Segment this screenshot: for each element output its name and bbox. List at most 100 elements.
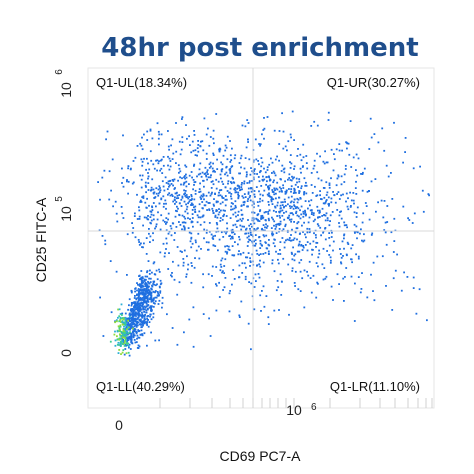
event-dot (134, 319, 136, 322)
event-dot (117, 330, 120, 332)
event-dot (126, 180, 128, 183)
event-dot (279, 216, 281, 219)
event-dot (338, 198, 341, 200)
event-dot (134, 236, 137, 239)
event-dot (148, 298, 151, 300)
event-dot (221, 180, 224, 183)
event-dot (219, 263, 222, 266)
event-dot (223, 230, 226, 233)
event-dot (202, 149, 205, 152)
event-dot (212, 183, 215, 186)
event-dot (361, 189, 364, 192)
event-dot (337, 175, 340, 178)
event-dot (276, 215, 279, 217)
event-dot (187, 268, 189, 271)
event-dot (265, 183, 267, 186)
event-dot (122, 185, 125, 188)
event-dot (154, 302, 156, 305)
event-dot (203, 198, 205, 201)
event-dot (242, 201, 245, 204)
event-dot (215, 187, 218, 190)
event-dot (152, 305, 155, 308)
event-dot (214, 216, 217, 218)
event-dot (245, 228, 247, 231)
event-dot (140, 318, 142, 321)
event-dot (275, 192, 277, 195)
event-dot (212, 152, 215, 155)
event-dot (243, 182, 246, 185)
event-dot (128, 335, 131, 338)
event-dot (296, 197, 299, 200)
event-dot (130, 313, 133, 316)
event-dot (125, 334, 128, 337)
event-dot (134, 308, 137, 311)
event-dot (138, 293, 141, 295)
event-dot (203, 173, 206, 175)
event-dot (191, 198, 193, 200)
event-dot (391, 309, 394, 311)
event-dot (361, 221, 364, 224)
event-dot (300, 171, 302, 174)
event-dot (229, 140, 231, 142)
event-dot (143, 294, 146, 297)
event-dot (188, 231, 191, 234)
quadrant-label-ul: Q1-UL(18.34%) (96, 75, 187, 90)
event-dot (270, 227, 273, 229)
event-dot (214, 234, 216, 237)
event-dot (374, 178, 377, 180)
event-dot (156, 122, 159, 125)
event-dot (168, 252, 170, 254)
event-dot (148, 277, 150, 280)
event-dot (121, 331, 123, 334)
event-dot (132, 336, 135, 339)
event-dot (308, 200, 310, 203)
event-dot (323, 214, 326, 216)
event-dot (253, 286, 256, 288)
event-dot (222, 270, 224, 273)
event-dot (121, 320, 124, 322)
event-dot (143, 311, 145, 313)
event-dot (173, 178, 176, 181)
event-dot (357, 276, 360, 278)
event-dot (201, 171, 204, 174)
event-dot (150, 318, 153, 321)
event-dot (124, 329, 127, 332)
event-dot (223, 265, 226, 267)
event-dot (190, 195, 193, 198)
event-dot (328, 244, 331, 247)
quadrant-label-ll: Q1-LL(40.29%) (96, 379, 185, 394)
event-dot (277, 253, 280, 255)
event-dot (143, 332, 146, 335)
event-dot (205, 194, 208, 197)
event-dot (347, 142, 350, 145)
event-dot (278, 214, 281, 217)
event-dot (178, 194, 181, 196)
event-dot (172, 200, 175, 203)
event-dot (152, 302, 155, 304)
event-dot (247, 219, 249, 221)
event-dot (147, 325, 150, 328)
event-dot (249, 187, 252, 189)
event-dot (321, 207, 324, 210)
event-dot (259, 247, 262, 249)
event-dot (138, 308, 141, 311)
event-dot (167, 155, 169, 158)
event-dot (262, 253, 265, 255)
event-dot (178, 214, 181, 217)
event-dot (197, 140, 199, 142)
event-dot (197, 245, 200, 248)
event-dot (120, 330, 123, 333)
event-dot (352, 199, 355, 202)
event-dot (366, 190, 369, 193)
event-dot (119, 340, 122, 343)
event-dot (237, 184, 239, 187)
event-dot (256, 264, 259, 267)
event-dot (176, 205, 178, 208)
event-dot (133, 328, 136, 330)
event-dot (183, 176, 185, 179)
event-dot (271, 262, 274, 265)
event-dot (271, 233, 273, 235)
event-dot (226, 245, 228, 247)
event-dot (172, 184, 174, 187)
